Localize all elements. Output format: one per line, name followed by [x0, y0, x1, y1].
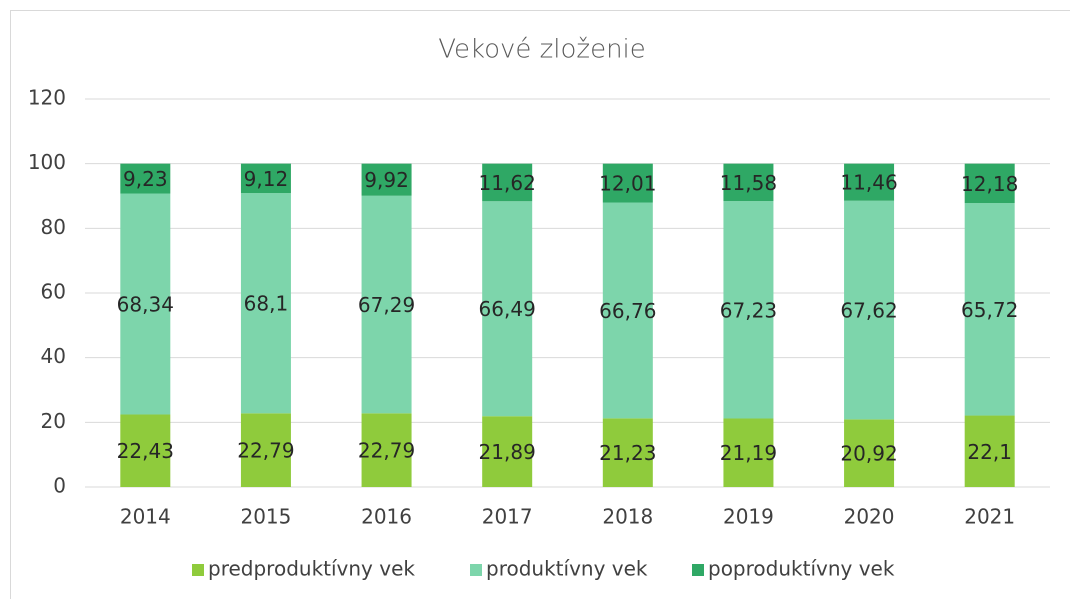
legend-label: predproduktívny vek	[208, 557, 415, 581]
data-label: 12,01	[599, 172, 656, 196]
data-label: 9,23	[123, 167, 168, 191]
x-tick-label: 2014	[120, 505, 171, 529]
x-tick-label: 2015	[240, 505, 291, 529]
data-label: 21,19	[720, 441, 777, 465]
data-label: 9,12	[244, 167, 289, 191]
data-label: 67,62	[840, 299, 897, 323]
data-label: 11,62	[479, 171, 536, 195]
data-label: 20,92	[840, 442, 897, 466]
y-tick-label: 120	[28, 86, 66, 110]
y-tick-label: 100	[28, 150, 66, 174]
y-tick-label: 0	[53, 474, 66, 498]
data-label: 22,79	[237, 439, 294, 463]
data-label: 21,23	[599, 441, 656, 465]
data-label: 67,23	[720, 298, 777, 322]
legend-swatch	[692, 564, 704, 576]
data-label: 66,76	[599, 299, 656, 323]
data-label: 22,1	[967, 440, 1012, 464]
data-label: 66,49	[479, 297, 536, 321]
data-label: 11,46	[840, 171, 897, 195]
legend-label: poproduktívny vek	[708, 557, 895, 581]
x-tick-label: 2019	[723, 505, 774, 529]
y-tick-label: 40	[41, 344, 66, 368]
legend-swatch	[192, 564, 204, 576]
data-label: 12,18	[961, 172, 1018, 196]
x-tick-label: 2021	[964, 505, 1015, 529]
y-tick-label: 60	[41, 280, 66, 304]
legend-label: produktívny vek	[486, 557, 648, 581]
x-tick-label: 2016	[361, 505, 412, 529]
data-label: 65,72	[961, 298, 1018, 322]
data-label: 68,34	[117, 292, 174, 316]
data-label: 68,1	[244, 292, 289, 316]
y-tick-label: 20	[41, 409, 66, 433]
legend-swatch	[470, 564, 482, 576]
x-tick-label: 2018	[602, 505, 653, 529]
y-tick-label: 80	[41, 215, 66, 239]
data-label: 9,92	[364, 168, 409, 192]
data-label: 21,89	[479, 440, 536, 464]
data-label: 67,29	[358, 293, 415, 317]
data-label: 22,43	[117, 439, 174, 463]
x-tick-label: 2017	[482, 505, 533, 529]
x-tick-label: 2020	[844, 505, 895, 529]
data-label: 11,58	[720, 171, 777, 195]
data-label: 22,79	[358, 439, 415, 463]
chart-title: Vekové zloženie	[438, 35, 646, 65]
